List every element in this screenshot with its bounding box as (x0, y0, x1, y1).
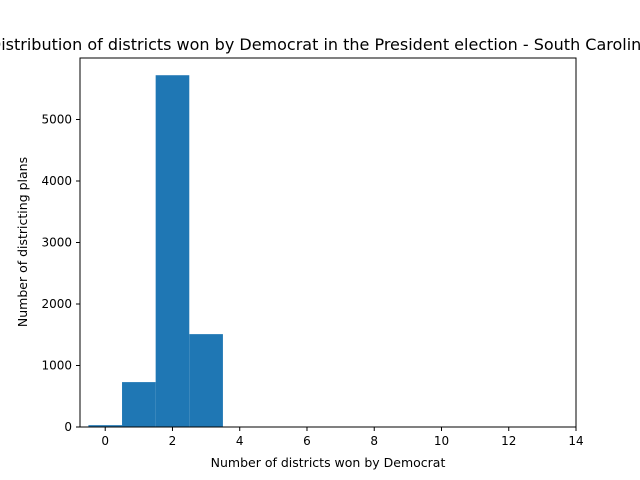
y-tick-label: 4000 (41, 174, 72, 188)
y-tick-label: 0 (64, 420, 72, 434)
histogram-bar (155, 75, 190, 427)
histogram-bar (88, 425, 123, 427)
bars (88, 75, 223, 427)
x-tick-label: 12 (501, 434, 516, 448)
y-tick-label: 1000 (41, 359, 72, 373)
x-tick-label: 14 (568, 434, 583, 448)
x-axis-label: Number of districts won by Democrat (211, 455, 446, 470)
y-axis-label: Number of districting plans (15, 157, 30, 327)
x-tick-label: 6 (303, 434, 311, 448)
x-tick-label: 2 (169, 434, 177, 448)
y-axis-ticks: 0 1000 2000 3000 4000 5000 (41, 113, 80, 434)
histogram-bar (189, 334, 223, 427)
plot-frame (79, 57, 577, 428)
y-tick-label: 5000 (41, 113, 72, 127)
chart-title: Distribution of districts won by Democra… (0, 35, 640, 54)
x-tick-label: 8 (370, 434, 378, 448)
y-tick-label: 3000 (41, 236, 72, 250)
x-tick-label: 0 (101, 434, 109, 448)
y-tick-label: 2000 (41, 297, 72, 311)
x-tick-label: 10 (434, 434, 449, 448)
x-axis-ticks: 0 2 4 6 8 10 12 14 (101, 427, 584, 448)
histogram-bar (122, 382, 156, 427)
x-tick-label: 4 (236, 434, 244, 448)
